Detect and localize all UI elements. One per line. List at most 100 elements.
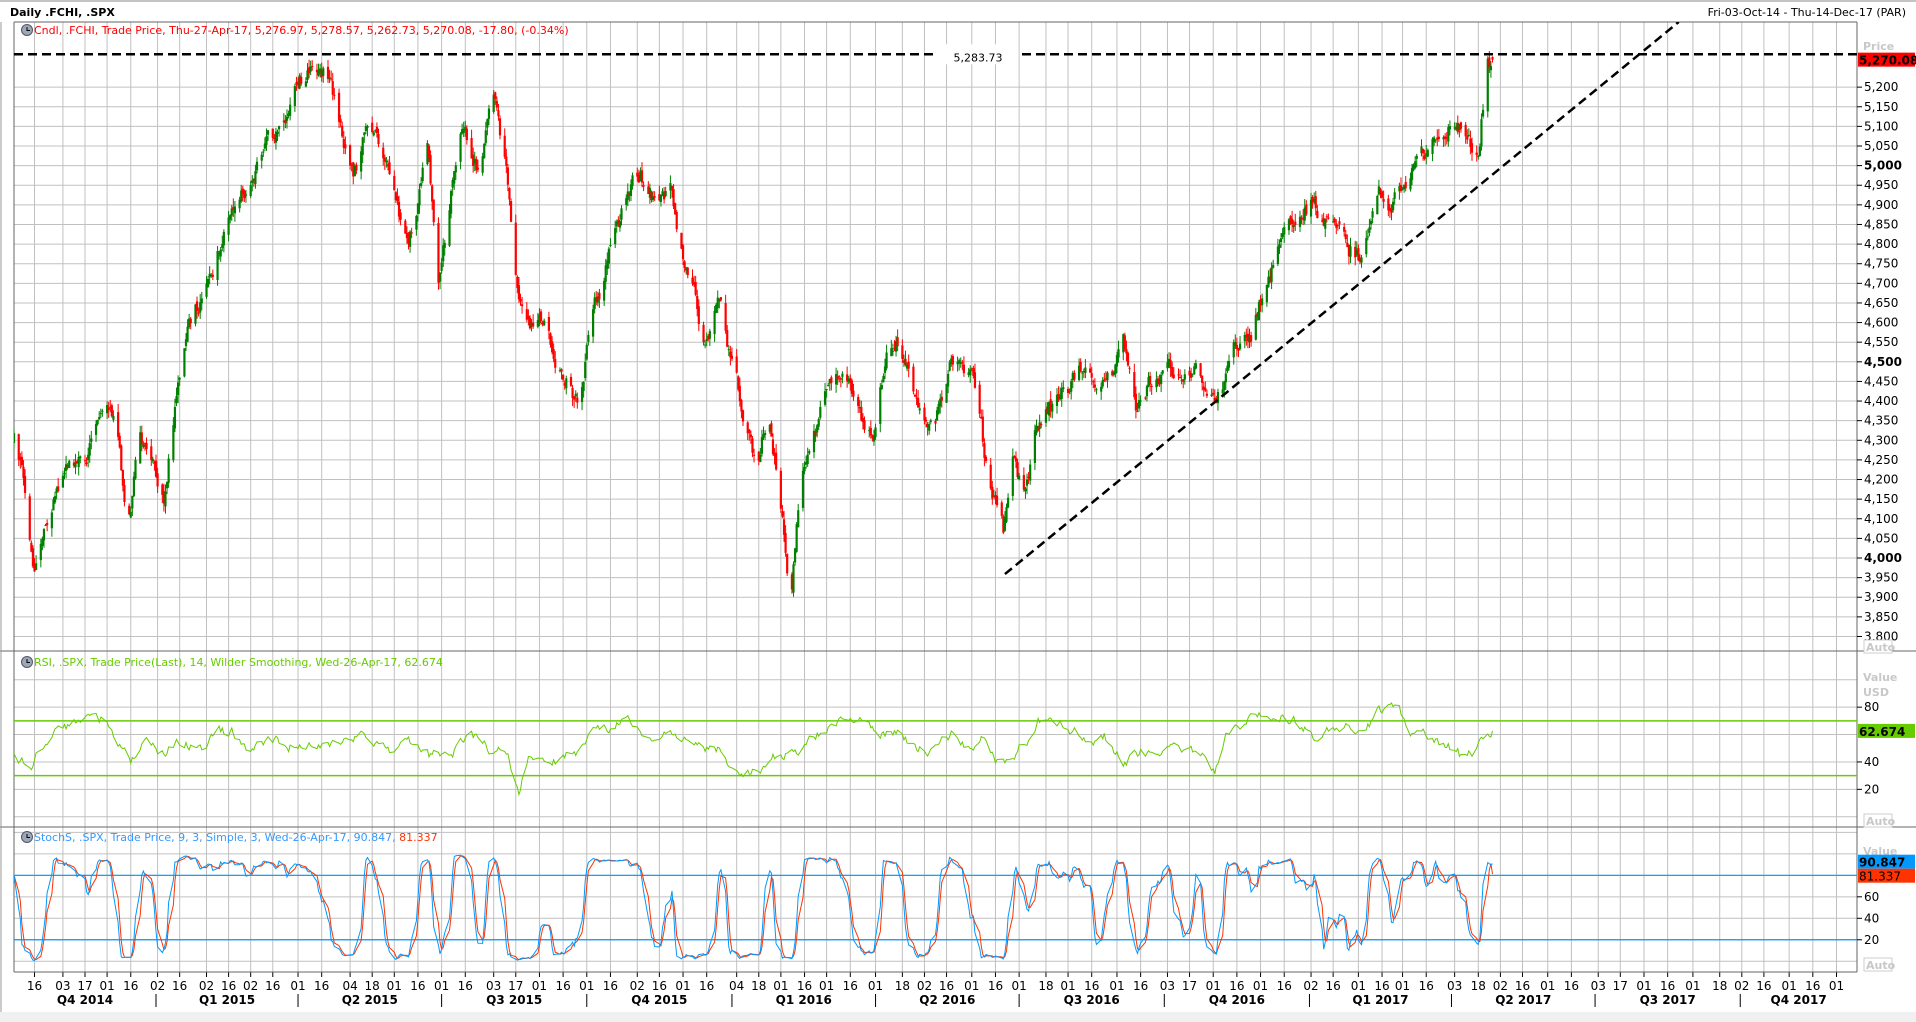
candle [847,375,850,385]
candle-body [868,430,871,432]
candle-body [830,377,833,383]
candle [585,342,588,361]
candle-body [763,432,767,435]
candle [890,339,893,357]
candle-body [587,334,590,342]
candle-body [484,130,487,144]
stoch-k-last-value-bg [1858,854,1915,869]
stoch-panel[interactable] [14,854,1857,962]
candle-body [394,192,397,201]
candle-body [659,194,663,202]
auto-button-price[interactable]: Auto [1863,639,1896,654]
candle-body [751,438,754,453]
candle-body [1354,246,1357,258]
candle [85,457,88,467]
candle-body [730,355,734,359]
candle-body [1246,333,1250,342]
candle [929,418,932,425]
candle [1354,240,1357,266]
date-range[interactable]: Fri-03-Oct-14 - Thu-14-Dec-17 (PAR) [1708,6,1906,19]
candle [197,307,200,317]
candle [705,332,708,347]
candle-body [473,158,476,164]
price-axis[interactable]: Price 3,8003,8503,9003,9504,0004,0504,10… [1857,40,1902,643]
candle-body [547,316,551,331]
candle [926,422,929,436]
stoch-legend[interactable]: StochS, .SPX, Trade Price, 9, 3, Simple,… [21,831,438,844]
candle [792,561,795,597]
candle [57,478,60,493]
candle [580,382,584,411]
auto-button-rsi[interactable]: Auto [1863,813,1896,828]
auto-button-stoch[interactable]: Auto [1863,957,1896,972]
candle-body [549,333,552,345]
candle [1291,210,1294,232]
candle-body [958,360,961,364]
candle [547,311,551,340]
y-tick-label: 5,000 [1864,159,1902,173]
candle-body [415,216,418,230]
candle [1090,366,1093,385]
candle-body [304,81,308,87]
candle-body [1005,507,1008,522]
candle [625,194,628,211]
candle [386,159,390,171]
candle-body [218,253,221,255]
candle [1421,148,1425,161]
candle-body [1210,394,1213,397]
candle [552,343,555,363]
candle-body [117,412,120,437]
x-tick-label: 16 [1419,979,1434,993]
candle-body [167,458,170,483]
price-panel[interactable] [13,22,1857,597]
candle-body [1391,201,1395,211]
candle-body [1403,184,1406,190]
candle [304,77,308,88]
rsi-legend[interactable]: RSI, .SPX, Trade Price(Last), 14, Wilder… [21,656,443,669]
candle-body [808,451,811,454]
candle [662,187,666,204]
time-axis[interactable]: 16 03 17 01 16 02 16 02 16 02 16 01 16 04 18 01 16 01 16 03… [27,979,1844,1007]
candle-body [669,183,672,191]
candle [497,103,500,121]
candle [483,142,486,159]
candle [1137,392,1141,412]
price-legend[interactable]: Cndl, .FCHI, Trade Price, Thu-27-Apr-17,… [21,24,569,37]
rsi-panel[interactable] [14,702,1857,797]
candle-body [1268,276,1272,280]
candle [647,181,650,194]
candle [96,419,99,426]
candle [571,384,574,407]
candle-body [582,381,585,391]
candle [1183,369,1186,385]
candle [72,459,76,469]
candle-body [85,462,88,464]
x-tick-label: 01 [868,979,883,993]
candle [902,354,906,367]
candle-body [1489,66,1493,71]
candle [1412,163,1415,172]
trendline[interactable] [1004,22,1680,576]
quarter-label: Q1 2015 [199,993,255,1007]
candle-body [771,439,775,454]
candle [1480,113,1483,151]
candle [352,161,355,185]
footer-bar [0,1012,1916,1022]
candle [1486,56,1489,118]
candle-body [1123,335,1126,350]
candle-body [552,349,555,359]
candle [266,130,270,141]
candle-body [1414,161,1417,168]
candle-body [90,438,93,442]
candle [1133,363,1136,400]
candle-body [1322,218,1325,226]
candle [945,383,948,403]
candle-body [364,126,367,131]
y-tick-label: 5,050 [1864,139,1898,153]
candle-body [1111,371,1114,376]
stoch-d-last-value-bg [1858,868,1915,883]
candle [443,239,446,256]
auto-scale-buttons[interactable]: Auto Auto Auto [1863,639,1896,972]
candle-body [882,376,885,383]
